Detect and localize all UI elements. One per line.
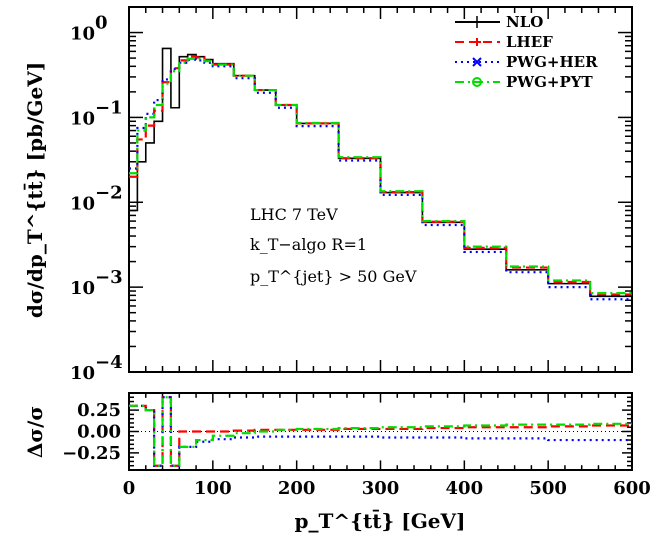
x-tick-label: 400 xyxy=(446,478,484,499)
legend-label: LHEF xyxy=(506,33,553,51)
legend: NLO LHEF PWG+HER PWG+PYT xyxy=(455,13,598,91)
main-y-axis-label: dσ/dp_T^{tt̄} [pb/GeV] xyxy=(22,62,47,318)
ratio-plot-frame xyxy=(128,392,633,471)
legend-marker xyxy=(472,57,482,67)
main-y-tick-label: 10 xyxy=(70,193,95,214)
x-tick-label: 300 xyxy=(362,478,400,499)
main-y-tick-label: 10 xyxy=(70,108,95,129)
main-series xyxy=(129,47,632,301)
annotation-energy: LHC 7 TeV xyxy=(250,205,338,224)
ratio-series xyxy=(129,396,632,467)
annotation-cut: p_T^{jet} > 50 GeV xyxy=(250,267,417,286)
legend-label: NLO xyxy=(506,13,543,31)
main-y-tick-exponent: 0 xyxy=(95,13,108,34)
ratio-y-tick-label: 0.25 xyxy=(77,400,121,421)
legend-marker xyxy=(472,77,482,87)
x-tick-label: 600 xyxy=(613,478,651,499)
ratio-y-axis-label: Δσ/σ xyxy=(23,406,47,458)
x-tick-label: 100 xyxy=(194,478,232,499)
ratio-y-tick-label: −0.25 xyxy=(62,443,121,464)
main-y-tick-label: 10 xyxy=(70,24,95,45)
legend-label: PWG+HER xyxy=(506,53,598,71)
annotation-algo: k_T−algo R=1 xyxy=(250,235,367,254)
series-line-pwg-pyt xyxy=(129,57,632,295)
x-tick-label: 500 xyxy=(529,478,567,499)
ratio-y-tick-labels: 0.250.00−0.25 xyxy=(62,400,121,464)
legend-marker xyxy=(473,38,481,46)
ratio-line-pwg-pyt xyxy=(129,396,632,467)
series-line-pwg-her xyxy=(129,58,632,301)
legend-label: PWG+PYT xyxy=(506,73,593,91)
ratio-ticks xyxy=(128,393,633,470)
ratio-line-pwg-her xyxy=(129,396,632,467)
main-y-tick-exponent: −3 xyxy=(95,267,123,288)
main-y-tick-exponent: −2 xyxy=(95,182,123,203)
ratio-y-tick-label: 0.00 xyxy=(77,422,121,443)
main-ticks xyxy=(128,6,633,373)
main-y-tick-exponent: −1 xyxy=(95,97,123,118)
main-y-tick-label: 10 xyxy=(70,278,95,299)
main-y-tick-exponent: −4 xyxy=(95,352,123,373)
main-y-tick-label: 10 xyxy=(70,363,95,384)
x-tick-label: 0 xyxy=(123,478,136,499)
x-axis-label: p_T^{tt̄} [GeV] xyxy=(294,508,465,533)
x-tick-label: 200 xyxy=(278,478,316,499)
x-tick-labels: 0 100 200 300 400 500 600 xyxy=(123,478,651,499)
ratio-line-lhef xyxy=(129,396,632,467)
